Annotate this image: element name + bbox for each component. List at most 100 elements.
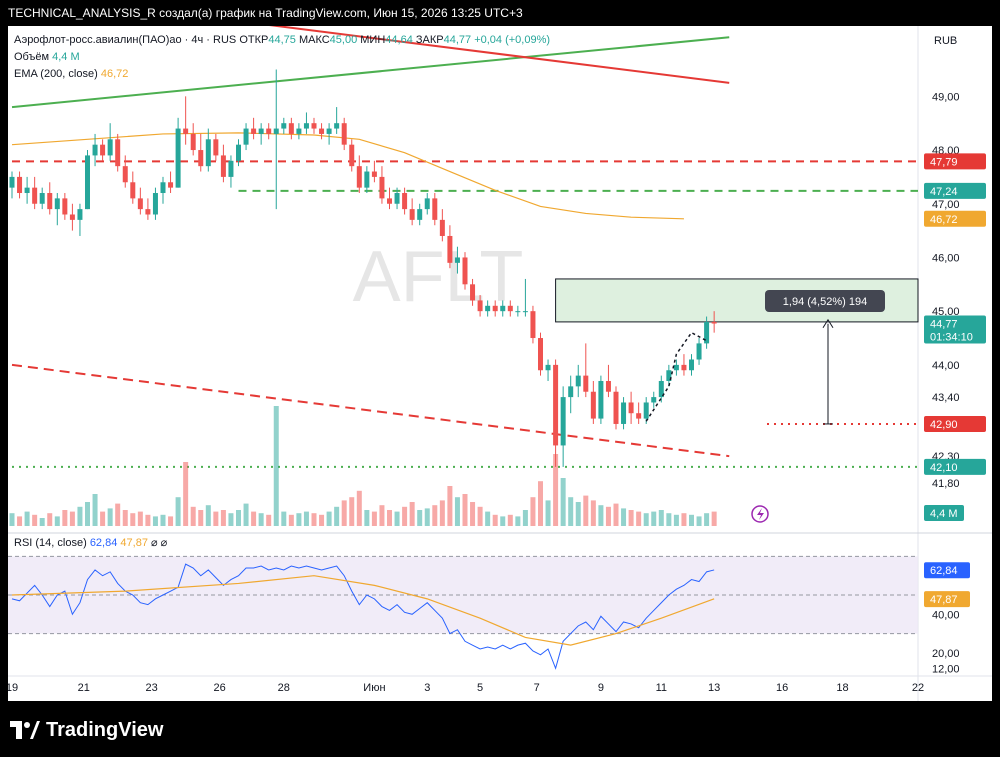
- measure-arrowhead: [822, 318, 834, 329]
- price-tick-label: 46,00: [932, 252, 960, 264]
- candle-body: [236, 144, 241, 161]
- candle-body: [628, 402, 634, 414]
- volume-bar: [326, 511, 332, 526]
- candle-body: [409, 209, 415, 220]
- volume-bar: [666, 513, 672, 526]
- volume-bar: [379, 505, 385, 526]
- price-badge: [924, 458, 986, 475]
- volume-bar: [651, 511, 657, 526]
- legend-ohlc-label: МИН: [360, 34, 385, 46]
- candle-body: [349, 144, 355, 167]
- candle-body: [462, 257, 468, 285]
- tradingview-logo-icon: [10, 721, 40, 739]
- volume-bar: [598, 505, 604, 526]
- time-tick-label: 19: [8, 682, 18, 694]
- watermark-text: AFLT: [353, 237, 524, 317]
- price-badge-label: 47,24: [930, 186, 958, 198]
- candle-body: [492, 305, 498, 312]
- volume-bar: [115, 503, 121, 526]
- rsi-line: [11, 563, 715, 670]
- candle-body: [190, 133, 196, 151]
- volume-bar: [477, 506, 483, 526]
- candle-body: [704, 321, 710, 344]
- volume-bar: [190, 506, 196, 526]
- time-tick-label: 11: [656, 682, 667, 694]
- candle-body: [394, 193, 400, 204]
- rsi-badge: [924, 562, 970, 579]
- candle-body: [530, 311, 536, 339]
- time-tick-label: 9: [598, 682, 604, 694]
- volume-bar: [371, 511, 377, 526]
- candle-body: [296, 128, 302, 134]
- volume-bar: [673, 514, 679, 526]
- lightning-icon: [757, 508, 764, 520]
- volume-bar: [575, 502, 581, 526]
- candle-body: [39, 193, 45, 204]
- volume-badge-label: 4,4 M: [930, 508, 958, 520]
- candle-body: [432, 198, 438, 220]
- legend-ohlc-value: 44,64: [385, 34, 416, 46]
- candle-body: [439, 219, 445, 236]
- chart-panel: AFLT 1,94 (4,52%) 194 49,00 48,00 47,00 46,00…: [8, 26, 992, 701]
- candle-body: [598, 380, 604, 419]
- volume-bar: [696, 516, 702, 526]
- volume-bar: [92, 494, 98, 526]
- legend-change: +0,04 (+0,09%): [474, 34, 550, 46]
- candle-body: [553, 364, 559, 446]
- candle-body: [281, 123, 287, 129]
- volume-bar: [100, 511, 106, 526]
- candle-body: [9, 176, 15, 188]
- candle-body: [696, 343, 702, 360]
- volume-bar: [220, 510, 226, 526]
- volume-bar: [568, 497, 574, 526]
- candle-body: [205, 139, 211, 167]
- candle-body: [545, 364, 551, 371]
- candle-body: [507, 305, 513, 312]
- time-tick-label: 23: [146, 682, 158, 694]
- volume-bar: [538, 481, 543, 526]
- volume-bar: [507, 514, 513, 526]
- price-tick-label: 45,00: [932, 306, 960, 318]
- projection-arrow: [645, 331, 707, 422]
- volume-bar: [658, 510, 664, 526]
- volume-bar: [198, 510, 204, 526]
- candle-body: [613, 391, 619, 424]
- volume-bar: [341, 500, 347, 526]
- candle-body: [560, 397, 566, 446]
- volume-bar: [77, 506, 83, 526]
- volume-bar: [447, 486, 453, 526]
- candle-body: [228, 160, 234, 177]
- volume-bar: [553, 454, 559, 526]
- volume-bar: [583, 495, 589, 526]
- legend-symbol: Аэрофлот-росс.авиалин(ПАО)ао · 4ч · RUS: [14, 34, 239, 46]
- legend-rsi-ma-value: 47,87: [120, 537, 151, 549]
- candle-body: [666, 370, 672, 381]
- candle-body: [621, 402, 627, 424]
- candle-body: [454, 257, 460, 263]
- measure-label-box: [765, 290, 885, 312]
- volume-bar: [704, 513, 710, 526]
- candle-body: [198, 150, 204, 167]
- candle-body: [515, 311, 521, 313]
- price-tick-label: 44,00: [932, 360, 960, 372]
- volume-bar: [515, 516, 521, 526]
- time-tick-label: 3: [424, 682, 430, 694]
- candle-body: [266, 128, 272, 134]
- volume-bar: [613, 503, 619, 526]
- price-badge-label: 47,79: [930, 156, 958, 168]
- volume-bar: [590, 500, 596, 526]
- measure-label: 1,94 (4,52%) 194: [783, 296, 867, 308]
- candle-body: [273, 128, 279, 134]
- volume-bar: [387, 510, 392, 526]
- candle-body: [711, 321, 717, 324]
- time-tick-label: 7: [534, 682, 540, 694]
- time-tick-label: 22: [912, 682, 924, 694]
- candle-body: [424, 198, 430, 210]
- volume-bar: [605, 506, 611, 526]
- candle-body: [145, 209, 151, 215]
- candle-body: [341, 123, 347, 145]
- legend-ohlc-value: 45,00: [330, 34, 361, 46]
- candle-body: [681, 364, 687, 371]
- volume-bar: [47, 513, 53, 526]
- candle-body: [568, 386, 574, 398]
